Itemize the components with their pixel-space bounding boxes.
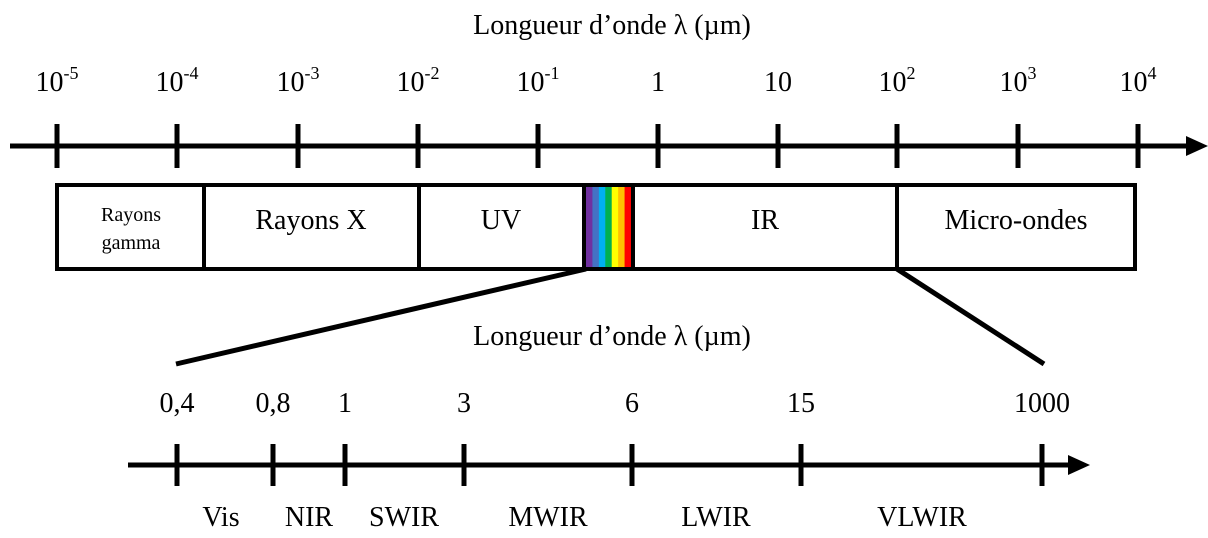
top-tick-label-base: 10 bbox=[156, 67, 184, 98]
visible-stripe bbox=[586, 187, 593, 267]
band-label-uv: UV bbox=[481, 205, 521, 236]
visible-stripe bbox=[605, 187, 612, 267]
bottom-tick-label: 6 bbox=[625, 388, 639, 419]
region-label: VLWIR bbox=[877, 502, 967, 533]
region-label: LWIR bbox=[681, 502, 751, 533]
top-tick-label-base: 10 bbox=[36, 67, 64, 98]
top-tick-label: 10 bbox=[764, 67, 792, 98]
top-tick-label: 10-5 bbox=[36, 63, 79, 98]
bottom-axis-title: Longueur d’onde λ (µm) bbox=[473, 321, 751, 352]
band-label-gamma-1: Rayons bbox=[101, 204, 161, 226]
zoom-line-right bbox=[897, 269, 1044, 364]
bottom-tick-label: 0,4 bbox=[160, 388, 195, 419]
visible-stripe bbox=[618, 187, 625, 267]
top-tick-label-base: 10 bbox=[1000, 67, 1028, 98]
top-tick-label-exponent: -1 bbox=[545, 63, 560, 83]
top-tick-label-exponent: 3 bbox=[1028, 63, 1037, 83]
top-tick-label: 103 bbox=[1000, 63, 1037, 98]
top-tick-label: 10-4 bbox=[156, 63, 199, 98]
top-tick-label-base: 10 bbox=[277, 67, 305, 98]
bottom-tick-label: 1000 bbox=[1014, 388, 1070, 419]
top-tick-label: 10-3 bbox=[277, 63, 320, 98]
top-tick-label-exponent: -3 bbox=[305, 63, 320, 83]
band-box: Rayons gamma Rayons X UV IR Micro-ondes bbox=[57, 185, 1135, 269]
bottom-axis-arrowhead bbox=[1068, 455, 1090, 475]
visible-stripe bbox=[599, 187, 606, 267]
top-axis bbox=[10, 124, 1208, 168]
region-label: NIR bbox=[285, 502, 334, 533]
visible-stripe bbox=[592, 187, 599, 267]
top-axis-arrowhead bbox=[1186, 136, 1208, 156]
top-tick-label-base: 10 bbox=[1120, 67, 1148, 98]
top-axis-title: Longueur d’onde λ (µm) bbox=[473, 10, 751, 41]
top-tick-label-exponent: -2 bbox=[425, 63, 440, 83]
band-label-ir: IR bbox=[751, 205, 779, 236]
top-tick-label-exponent: 4 bbox=[1148, 63, 1157, 83]
top-tick-label: 104 bbox=[1120, 63, 1157, 98]
top-tick-label: 102 bbox=[879, 63, 916, 98]
top-tick-label: 10-1 bbox=[517, 63, 560, 98]
top-tick-label-base: 10 bbox=[517, 67, 545, 98]
bottom-tick-label: 0,8 bbox=[256, 388, 291, 419]
region-labels: Vis NIR SWIR MWIR LWIR VLWIR bbox=[202, 502, 967, 533]
band-label-xray: Rayons X bbox=[255, 205, 366, 236]
visible-stripe bbox=[625, 187, 632, 267]
top-tick-label: 1 bbox=[651, 67, 665, 98]
region-label: SWIR bbox=[369, 502, 439, 533]
band-label-microwave: Micro-ondes bbox=[944, 205, 1087, 236]
top-tick-label-base: 10 bbox=[397, 67, 425, 98]
top-tick-label-exponent: -5 bbox=[64, 63, 79, 83]
top-tick-label-base: 10 bbox=[764, 67, 792, 98]
bottom-tick-label: 3 bbox=[457, 388, 471, 419]
bottom-tick-labels: 0,4 0,8 1 3 6 15 1000 bbox=[160, 388, 1071, 419]
bottom-tick-label: 1 bbox=[338, 388, 352, 419]
top-tick-label-exponent: 2 bbox=[907, 63, 916, 83]
top-tick-label-exponent: -4 bbox=[184, 63, 199, 83]
top-tick-label: 10-2 bbox=[397, 63, 440, 98]
region-label: MWIR bbox=[508, 502, 588, 533]
bottom-tick-label: 15 bbox=[787, 388, 815, 419]
visible-band bbox=[586, 187, 632, 267]
top-tick-label-base: 1 bbox=[651, 67, 665, 98]
bottom-axis bbox=[128, 444, 1090, 486]
top-tick-labels: 10-5 10-4 10-3 10-2 10-1 1 10 102 103 104 bbox=[36, 63, 1157, 98]
region-label: Vis bbox=[202, 502, 239, 533]
band-label-gamma-2: gamma bbox=[102, 232, 161, 254]
visible-stripe bbox=[612, 187, 619, 267]
top-tick-label-base: 10 bbox=[879, 67, 907, 98]
